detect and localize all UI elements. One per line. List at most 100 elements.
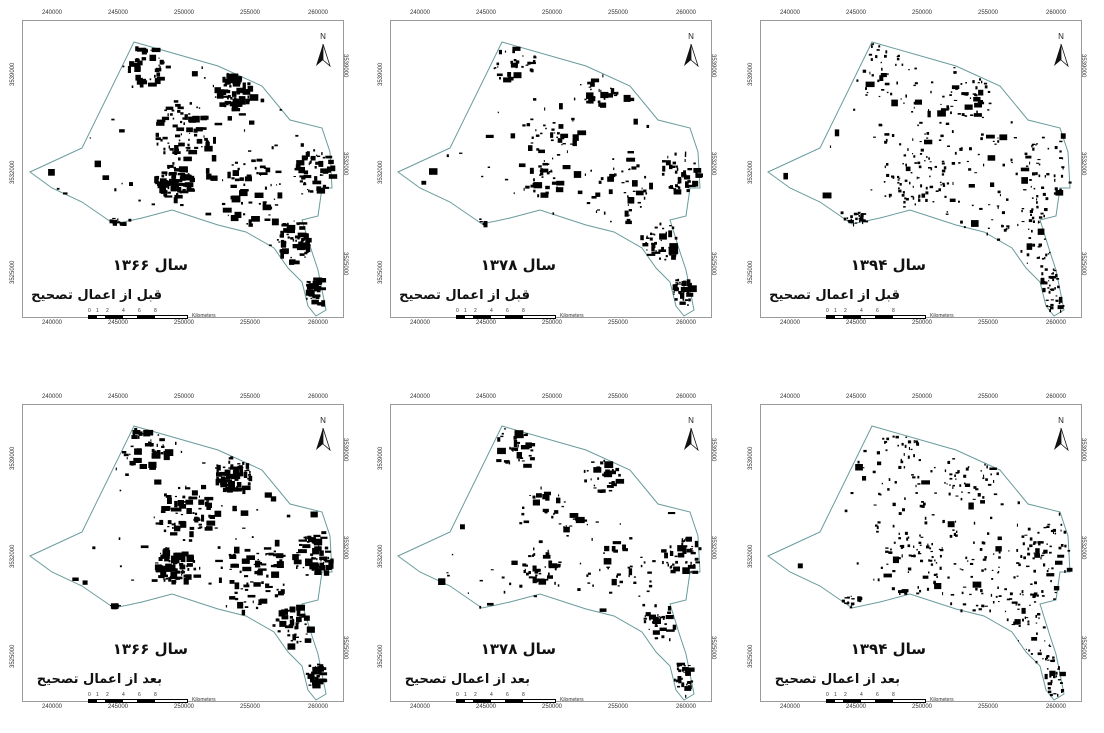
urban-patch [661,615,665,618]
urban-patch [531,136,534,139]
urban-patch [525,185,530,189]
urban-patch [1049,551,1052,554]
urban-patch [535,580,538,583]
urban-patch [638,595,641,597]
urban-patch [858,217,861,220]
urban-patch [912,476,916,479]
urban-patch [1038,163,1041,166]
urban-patch [1050,580,1052,583]
urban-patch [598,102,607,107]
urban-patch [571,117,575,121]
urban-patch [541,168,549,173]
urban-patch [612,158,615,160]
urban-patch [1036,198,1038,201]
urban-patch [888,478,891,481]
urban-patch [279,109,282,111]
urban-patch [312,680,321,687]
scale-number: 6 [876,308,879,314]
urban-patch [669,243,678,251]
urban-patch [1068,181,1072,184]
urban-patch [544,566,546,568]
urban-patch [882,437,885,440]
urban-patch [885,449,888,452]
urban-patch [530,184,534,188]
urban-patch [679,291,682,295]
urban-patch [308,664,312,667]
urban-patch [966,160,969,163]
urban-patch [917,483,921,485]
urban-patch [942,95,945,98]
urban-patch [1029,544,1033,548]
urban-patch [515,60,518,64]
urban-patch [1020,250,1023,253]
x-tick-top: 240000 [409,394,431,400]
urban-patch [1015,602,1017,606]
urban-patch [981,592,984,595]
urban-patch [324,559,334,563]
urban-patch [520,457,524,459]
urban-patch [892,502,896,507]
urban-patch [917,177,920,179]
urban-patch [310,297,313,299]
urban-patch [590,169,592,172]
urban-patch [1026,565,1030,568]
urban-patch [112,217,116,219]
urban-patch [997,190,1001,194]
urban-patch [451,553,454,556]
urban-patch [783,172,788,180]
urban-patch [856,213,859,215]
urban-patch [298,549,307,554]
urban-patch [1060,309,1062,313]
urban-patch [1018,624,1021,627]
urban-patch [143,429,151,437]
x-tick-bottom: 260000 [1045,704,1067,710]
urban-patch [528,145,533,151]
urban-patch [280,589,285,594]
urban-patch [163,194,168,197]
urban-patch [955,478,957,480]
urban-patch [1045,656,1048,659]
urban-patch [313,149,316,152]
urban-patch [111,118,115,121]
urban-patch [972,93,976,95]
urban-patch [109,219,113,223]
urban-patch [670,565,673,568]
urban-patch [598,180,602,184]
y-tick-left: 3525000 [378,644,384,668]
urban-patch [82,580,88,585]
urban-patch [933,573,937,576]
scale-number: 0 [826,308,829,314]
urban-patch [892,176,895,179]
urban-patch [635,190,644,196]
urban-patch [558,523,562,525]
urban-patch [317,663,320,666]
urban-patch [1067,549,1071,552]
urban-patch [537,194,540,198]
urban-patch [628,214,630,216]
urban-patch [268,206,273,210]
urban-patch [1022,618,1024,622]
urban-patch [134,430,137,433]
urban-patch [529,61,536,65]
urban-patch [659,616,663,619]
urban-patch [305,237,312,243]
urban-patch [1052,660,1055,663]
urban-patch [686,292,694,297]
urban-patch [622,548,628,552]
urban-patch [163,548,170,552]
urban-patch [310,156,312,160]
urban-patch [917,161,921,165]
urban-patch [1055,273,1058,277]
urban-patch [165,173,167,176]
urban-patch [1031,197,1034,199]
urban-patch [928,559,930,562]
urban-patch [265,553,267,556]
urban-patch [169,148,173,151]
urban-patch [517,444,519,448]
urban-patch [619,580,623,584]
urban-patch [586,574,589,577]
urban-patch [608,482,613,484]
urban-patch [684,299,689,301]
urban-patch [232,487,242,492]
urban-patch [280,249,289,255]
